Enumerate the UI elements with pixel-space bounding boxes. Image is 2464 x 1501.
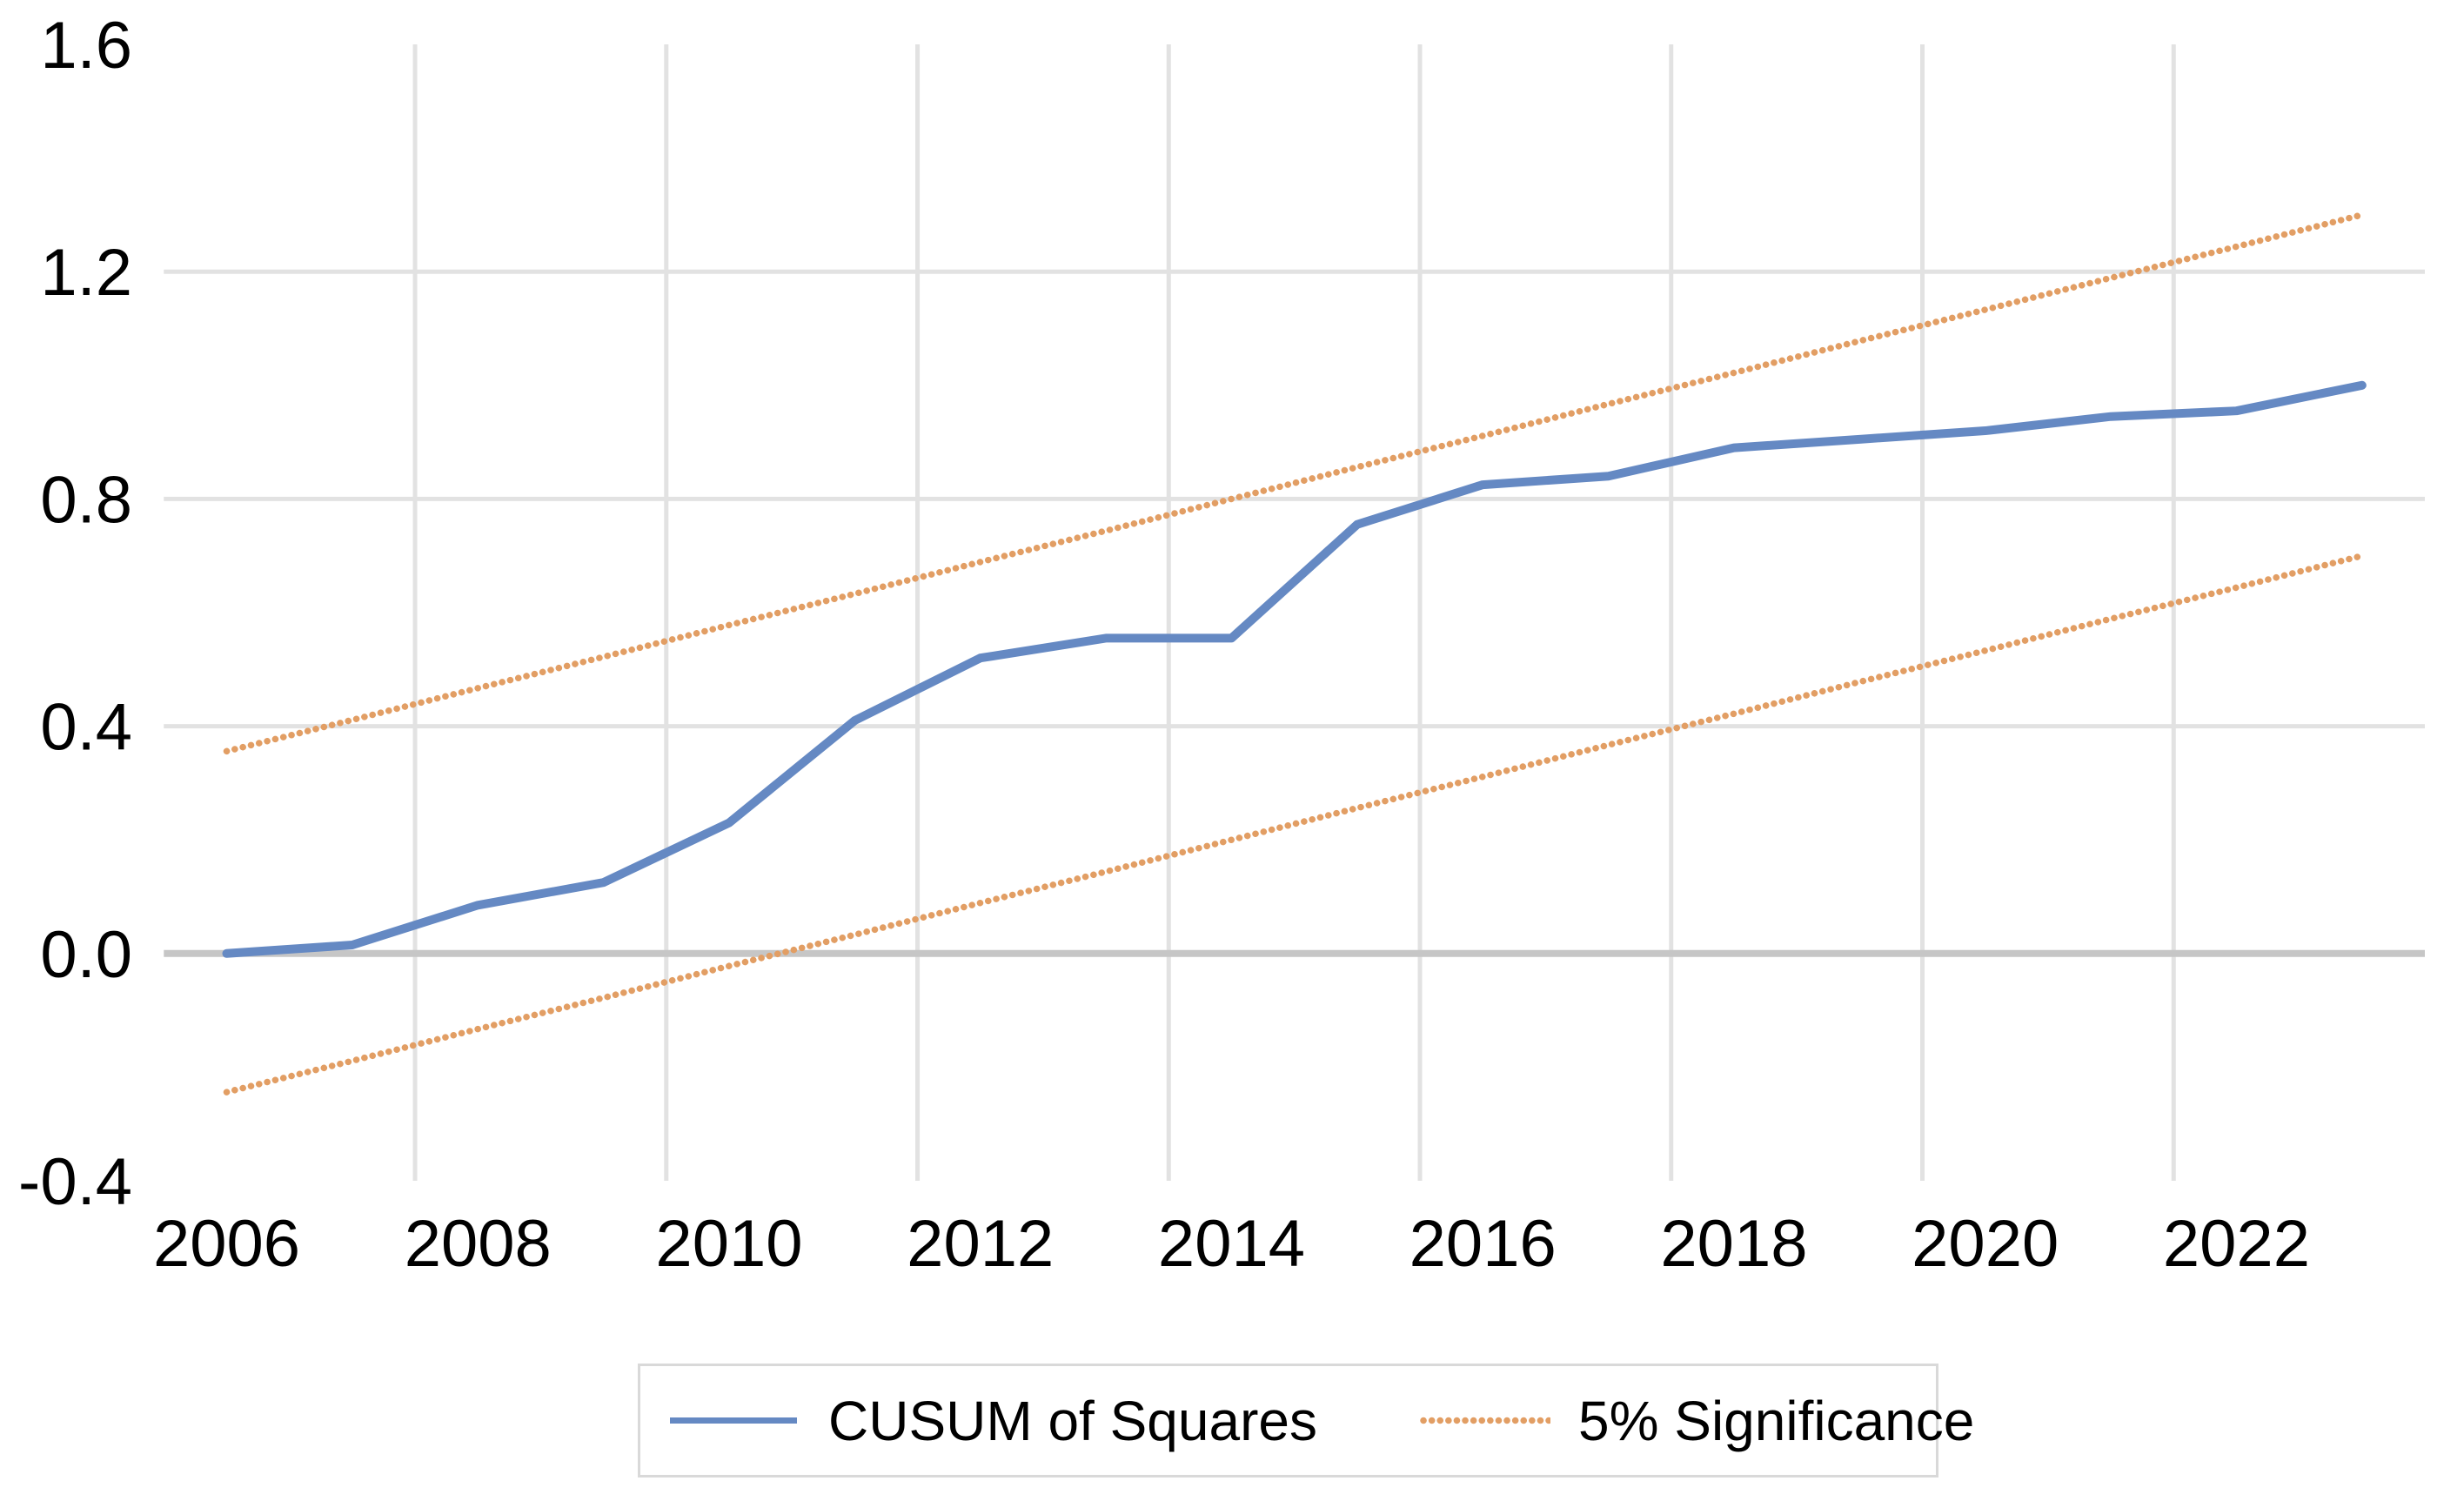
legend: CUSUM of Squares 5% Significance [638, 1364, 1974, 1478]
cusum-series-line [222, 380, 2367, 958]
y-axis-tick-label: -0.4 [18, 1145, 132, 1219]
x-axis-tick-label: 2008 [405, 1207, 552, 1281]
y-axis-tick-label: 0.8 [40, 463, 132, 537]
x-axis-tick-label: 2014 [1158, 1207, 1305, 1281]
legend-label-significance: 5% Significance [1577, 1389, 1975, 1452]
x-axis-tick-label: 2012 [907, 1207, 1054, 1281]
x-axis-tick-label: 2006 [153, 1207, 300, 1281]
cusum-line-swatch-icon [670, 1417, 797, 1424]
legend-entry-significance: 5% Significance [1420, 1389, 1974, 1453]
x-axis-tick-label: 2018 [1660, 1207, 1807, 1281]
x-axis-tick-label: 2016 [1409, 1207, 1557, 1281]
x-axis-tick-label: 2010 [655, 1207, 802, 1281]
x-axis-tick-label: 2020 [1912, 1207, 2059, 1281]
y-axis-tick-label: 0.4 [40, 691, 132, 765]
significance-dotted-swatch-icon [1420, 1417, 1550, 1424]
y-axis-tick-label: 1.2 [40, 236, 132, 310]
legend-entry-cusum: CUSUM of Squares [670, 1389, 1317, 1453]
significance-band-line [223, 552, 2366, 1096]
y-axis-tick-label: 0.0 [40, 918, 132, 992]
y-axis-tick-label: 1.6 [40, 9, 132, 83]
x-axis-tick-label: 2022 [2163, 1207, 2310, 1281]
significance-band-line [223, 211, 2366, 755]
legend-label-cusum: CUSUM of Squares [828, 1389, 1317, 1452]
